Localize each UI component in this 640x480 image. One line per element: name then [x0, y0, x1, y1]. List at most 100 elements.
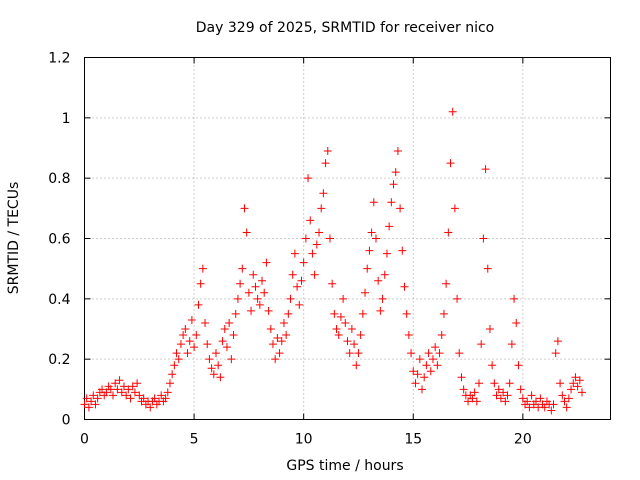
data-point — [518, 394, 527, 403]
data-point — [470, 388, 479, 397]
data-point — [122, 391, 131, 400]
data-point — [87, 397, 96, 406]
data-point — [446, 159, 455, 168]
y-tick-label: 1.2 — [48, 51, 70, 67]
data-point — [205, 355, 214, 364]
data-point — [402, 309, 411, 318]
x-axis-label: GPS time / hours — [286, 458, 403, 474]
data-point — [567, 385, 576, 394]
data-point — [216, 373, 225, 382]
x-tick-label: 5 — [190, 432, 199, 448]
data-point — [308, 249, 317, 258]
data-point — [275, 349, 284, 358]
data-point — [93, 394, 102, 403]
data-point — [207, 364, 216, 373]
data-point — [341, 318, 350, 327]
data-point — [251, 282, 260, 291]
data-point — [84, 403, 93, 412]
data-point — [472, 397, 481, 406]
data-point — [523, 397, 532, 406]
data-point — [400, 282, 409, 291]
data-point — [350, 340, 359, 349]
data-point — [380, 270, 389, 279]
data-point — [194, 300, 203, 309]
data-point — [505, 379, 514, 388]
data-point — [352, 361, 361, 370]
data-point — [163, 388, 172, 397]
data-point — [468, 394, 477, 403]
data-point — [128, 382, 137, 391]
data-point — [433, 361, 442, 370]
data-point — [562, 403, 571, 412]
data-point — [485, 325, 494, 333]
data-point — [190, 343, 199, 352]
data-point — [365, 246, 374, 255]
data-point — [258, 276, 267, 285]
data-point — [187, 315, 196, 324]
data-point — [369, 198, 378, 207]
data-point — [494, 385, 503, 394]
data-point — [464, 397, 473, 406]
data-point — [488, 361, 497, 370]
data-point — [286, 294, 295, 303]
plot-frame — [84, 57, 611, 420]
data-point — [389, 180, 398, 189]
data-point — [273, 334, 282, 343]
data-point — [262, 258, 271, 267]
data-point — [89, 391, 98, 400]
data-point — [516, 385, 525, 394]
data-point — [413, 370, 422, 379]
data-point — [301, 234, 310, 243]
data-point — [448, 107, 457, 116]
data-point — [334, 331, 343, 340]
data-point — [343, 337, 352, 346]
data-point — [168, 370, 177, 379]
data-point — [170, 361, 179, 370]
grid-lines — [84, 57, 611, 420]
data-point — [165, 379, 174, 388]
data-point — [82, 394, 91, 403]
data-point — [244, 288, 253, 297]
data-point — [536, 394, 545, 403]
data-point — [319, 189, 328, 198]
data-point — [499, 388, 508, 397]
data-point — [547, 406, 556, 415]
data-point — [571, 373, 580, 382]
data-point — [490, 379, 499, 388]
data-point — [183, 349, 192, 358]
data-point — [475, 379, 483, 388]
data-point — [113, 385, 122, 394]
data-point — [477, 340, 486, 349]
data-point — [378, 294, 387, 303]
data-point — [240, 204, 249, 213]
data-point — [299, 258, 308, 267]
data-point — [483, 264, 492, 273]
data-point — [192, 331, 201, 340]
data-point — [266, 325, 275, 333]
data-point — [479, 234, 488, 243]
data-point — [271, 355, 280, 364]
data-point — [279, 318, 288, 327]
data-point — [422, 361, 431, 370]
data-point — [549, 400, 558, 409]
data-point — [220, 325, 229, 333]
data-point — [229, 331, 238, 340]
data-point — [126, 394, 135, 403]
data-point — [317, 204, 326, 213]
data-point — [108, 391, 117, 400]
data-point — [435, 349, 444, 358]
data-point — [310, 270, 319, 279]
data-point — [209, 370, 218, 379]
data-point — [268, 340, 277, 349]
data-point — [367, 228, 376, 237]
data-point — [146, 403, 155, 412]
y-tick-label: 0.8 — [48, 171, 70, 187]
data-point — [385, 222, 394, 231]
data-point — [531, 397, 540, 406]
data-point — [496, 394, 505, 403]
data-point — [393, 147, 402, 156]
data-point — [450, 204, 459, 213]
data-point — [328, 279, 337, 288]
data-point — [231, 309, 240, 318]
data-point — [264, 306, 273, 315]
